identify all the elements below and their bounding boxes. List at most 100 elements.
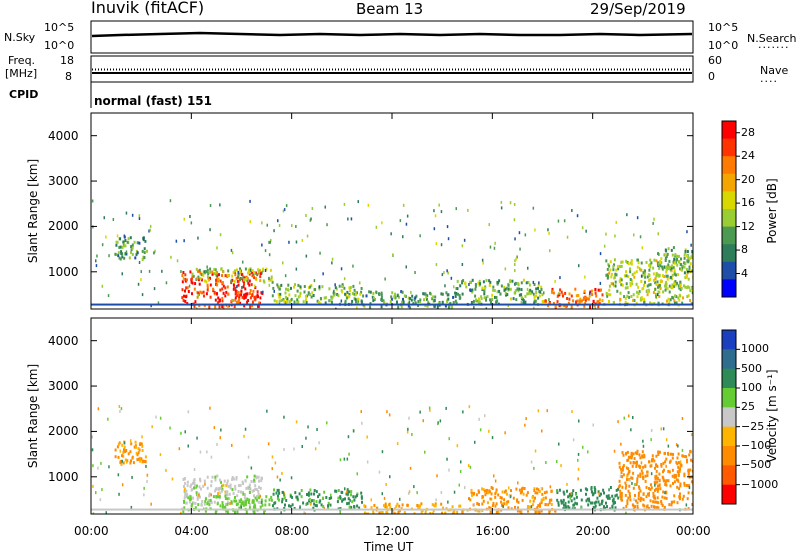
echo-cell [652,221,654,225]
echo-cell [599,281,602,285]
echo-cell [257,492,260,496]
echo-cell [650,261,653,265]
echo-cell [562,498,565,502]
echo-cell [341,499,344,503]
echo-cell [283,448,285,451]
echo-cell [199,271,202,275]
echo-cell [389,475,391,479]
echo-cell [613,258,616,262]
echo-cell [684,249,687,253]
echo-cell [679,283,682,287]
echo-cell [196,436,198,440]
echo-cell [190,221,193,225]
echo-cell [191,275,194,279]
y-tick-label: 3000 [48,174,79,189]
echo-cell [608,288,611,292]
echo-cell [285,204,288,208]
echo-cell [609,486,612,489]
echo-cell [662,490,665,494]
echo-cell [459,504,462,508]
y-tick-label: 1000 [48,264,79,279]
echo-cell [326,223,328,227]
echo-cell [289,504,292,508]
echo-cell [368,290,371,294]
echo-cell [684,276,687,279]
echo-cell [474,294,477,298]
echo-cell [648,290,651,294]
echo-cell [358,506,361,510]
echo-cell [675,301,678,305]
echo-cell [290,286,292,290]
echo-cell [665,491,668,495]
echo-cell [240,289,243,293]
echo-cell [238,296,241,300]
echo-cell [685,455,688,459]
echo-cell [549,498,551,502]
echo-cell [691,269,693,273]
echo-cell [125,250,128,254]
echo-cell [144,239,147,243]
echo-cell [483,489,486,493]
echo-cell [594,504,597,508]
echo-cell [242,502,245,506]
echo-cell [548,510,551,514]
echo-cell [573,497,576,501]
echo-cell [611,494,614,498]
echo-cell [126,240,129,244]
echo-cell [237,275,239,279]
echo-cell [636,480,639,484]
echo-cell [210,484,213,488]
echo-cell [195,307,198,309]
echo-cell [462,410,464,414]
echo-cell [457,287,459,291]
echo-cell [683,256,686,260]
echo-cell [245,510,248,514]
echo-cell [413,485,415,489]
echo-cell [570,492,573,495]
echo-cell [655,283,658,286]
echo-cell [477,299,479,303]
echo-cell [514,289,517,293]
echo-cell [645,485,648,489]
echo-cell [313,489,316,492]
echo-cell [590,490,593,494]
echo-cell [206,286,209,290]
echo-cell [642,444,645,448]
echo-cell [431,512,434,514]
echo-cell [425,297,428,301]
echo-cell [562,294,564,298]
echo-cell [648,460,651,464]
echo-cell [644,474,647,478]
echo-cell [678,298,681,302]
echo-cell [347,217,349,221]
echo-cell [161,269,163,273]
echo-cell [256,290,259,294]
echo-cell [622,506,625,510]
colorbar-swatch [722,465,736,486]
echo-cell [678,469,681,473]
echo-cell [383,504,385,508]
echo-cell [264,503,267,507]
echo-cell [438,203,440,207]
echo-cell [639,456,642,460]
echo-cell [213,272,216,275]
echo-cell [514,269,516,273]
echo-cell [218,305,221,309]
echo-cell [378,470,381,474]
echo-cell [597,300,600,303]
echo-cell [303,290,306,294]
echo-cell [224,492,227,496]
colorbar-swatch [722,173,736,192]
echo-cell [683,474,686,478]
colorbar-swatch [722,261,736,280]
echo-cell [411,433,413,436]
echo-cell [667,247,670,251]
echo-cell [545,461,547,464]
echo-cell [260,498,263,502]
echo-cell [346,492,349,496]
echo-cell [333,289,335,293]
echo-cell [259,279,262,283]
echo-cell [485,491,488,495]
echo-cell [396,294,399,298]
echo-cell [636,295,639,299]
